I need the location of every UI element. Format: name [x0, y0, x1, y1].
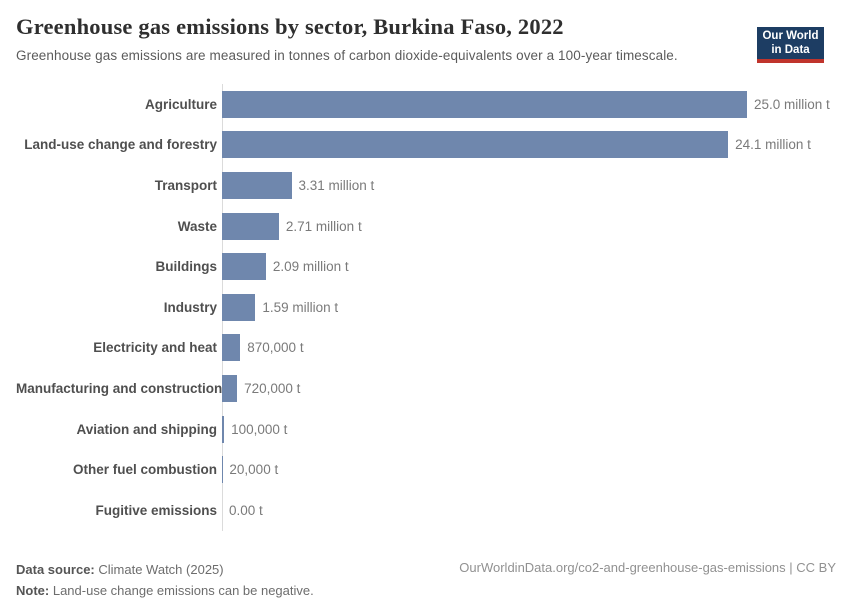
bar-track: 20,000 t — [222, 456, 834, 483]
bar-row: Land-use change and forestry 24.1 million… — [16, 125, 834, 166]
category-label: Manufacturing and construction — [16, 381, 222, 396]
value-label: 100,000 t — [231, 422, 287, 437]
bar — [222, 334, 240, 361]
note-text: Land-use change emissions can be negativ… — [53, 583, 314, 598]
owid-logo[interactable]: Our World in Data — [757, 27, 824, 63]
value-label: 1.59 million t — [262, 300, 338, 315]
bar-row: Industry 1.59 million t — [16, 287, 834, 328]
category-label: Transport — [16, 178, 222, 193]
bar-track: 24.1 million t — [222, 131, 834, 158]
bar-track: 3.31 million t — [222, 172, 834, 199]
citation-link[interactable]: OurWorldinData.org/co2-and-greenhouse-ga… — [459, 559, 836, 577]
data-source-line: Data source: Climate Watch (2025) — [16, 559, 314, 580]
bar-row: Manufacturing and construction 720,000 t — [16, 368, 834, 409]
category-label: Buildings — [16, 259, 222, 274]
bar-row: Buildings 2.09 million t — [16, 246, 834, 287]
chart-subtitle: Greenhouse gas emissions are measured in… — [16, 48, 834, 63]
bar — [222, 294, 255, 321]
bar-row: Other fuel combustion 20,000 t — [16, 449, 834, 490]
page-title: Greenhouse gas emissions by sector, Burk… — [16, 14, 834, 40]
bar-row: Electricity and heat 870,000 t — [16, 328, 834, 369]
bar — [222, 91, 747, 118]
value-label: 3.31 million t — [299, 178, 375, 193]
bar-track: 1.59 million t — [222, 294, 834, 321]
category-label: Electricity and heat — [16, 340, 222, 355]
bar-track: 25.0 million t — [222, 91, 834, 118]
category-label: Land-use change and forestry — [16, 137, 222, 152]
bar — [222, 375, 237, 402]
bar-track: 2.71 million t — [222, 213, 834, 240]
value-label: 2.71 million t — [286, 219, 362, 234]
bar-track: 100,000 t — [222, 416, 834, 443]
chart-header: Greenhouse gas emissions by sector, Burk… — [16, 14, 834, 63]
bar-row: Agriculture 25.0 million t — [16, 84, 834, 125]
value-label: 0.00 t — [229, 503, 263, 518]
bar — [222, 131, 728, 158]
footer: Data source: Climate Watch (2025) Note: … — [16, 559, 836, 601]
category-label: Industry — [16, 300, 222, 315]
value-label: 870,000 t — [247, 340, 303, 355]
bar-row: Waste 2.71 million t — [16, 206, 834, 247]
value-label: 2.09 million t — [273, 259, 349, 274]
value-label: 720,000 t — [244, 381, 300, 396]
note-label: Note: — [16, 583, 49, 598]
bar-track: 870,000 t — [222, 334, 834, 361]
data-source-label: Data source: — [16, 562, 95, 577]
owid-logo-line1: Our World — [757, 30, 824, 44]
category-label: Aviation and shipping — [16, 422, 222, 437]
footer-left: Data source: Climate Watch (2025) Note: … — [16, 559, 314, 601]
value-label: 20,000 t — [229, 462, 278, 477]
value-label: 24.1 million t — [735, 137, 811, 152]
bar-track: 0.00 t — [222, 497, 834, 524]
chart-page: Greenhouse gas emissions by sector, Burk… — [0, 14, 850, 531]
bar-track: 720,000 t — [222, 375, 834, 402]
bar — [222, 172, 292, 199]
value-label: 25.0 million t — [754, 97, 830, 112]
bar-chart: Agriculture 25.0 million t Land-use change… — [16, 84, 834, 531]
data-source-text: Climate Watch (2025) — [98, 562, 223, 577]
bar-row: Aviation and shipping 100,000 t — [16, 409, 834, 450]
bar — [222, 213, 279, 240]
bar — [222, 253, 266, 280]
bar-track: 2.09 million t — [222, 253, 834, 280]
bar-row: Fugitive emissions 0.00 t — [16, 490, 834, 531]
chart-rows: Agriculture 25.0 million t Land-use change… — [16, 84, 834, 531]
bar — [222, 416, 224, 443]
note-line: Note: Land-use change emissions can be n… — [16, 580, 314, 601]
bar-row: Transport 3.31 million t — [16, 165, 834, 206]
category-label: Fugitive emissions — [16, 503, 222, 518]
owid-logo-line2: in Data — [757, 44, 824, 58]
category-label: Waste — [16, 219, 222, 234]
category-label: Agriculture — [16, 97, 222, 112]
category-label: Other fuel combustion — [16, 462, 222, 477]
